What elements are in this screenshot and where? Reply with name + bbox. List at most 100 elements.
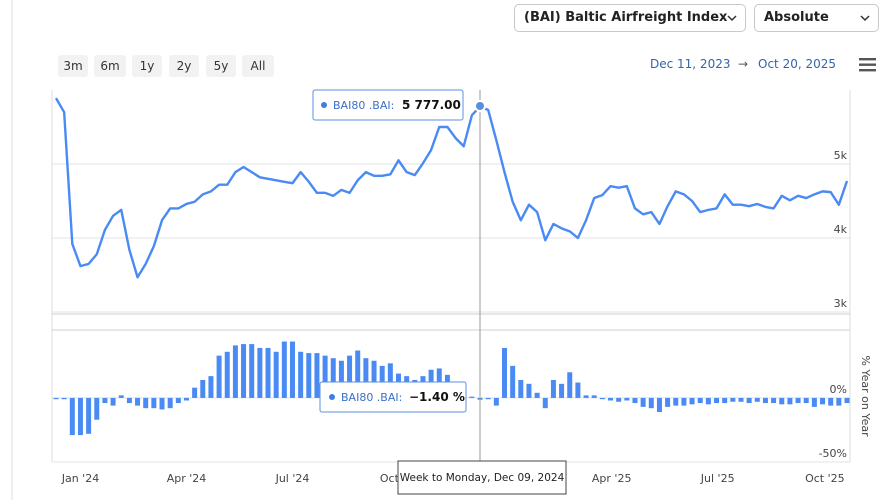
- bar: [844, 397, 850, 404]
- bar: [61, 397, 67, 400]
- bar: [754, 397, 760, 402]
- bar: [338, 360, 344, 398]
- bar: [762, 397, 768, 404]
- date-to[interactable]: Oct 20, 2025: [758, 57, 836, 71]
- bar: [811, 397, 817, 407]
- tooltip-box: [319, 381, 467, 413]
- y-tick-label: 0%: [830, 383, 847, 396]
- bar: [502, 347, 508, 398]
- bar: [77, 397, 83, 436]
- x-tick-label: Jul '25: [700, 472, 735, 485]
- bar: [779, 397, 785, 405]
- bar: [787, 397, 793, 405]
- y-tick-label: 3k: [834, 297, 848, 310]
- bar: [722, 397, 728, 404]
- hover-overlay: BAI80 .BAI: 5 777.00 BAI80 .BAI: −1.40 %…: [312, 89, 567, 495]
- bar: [241, 344, 247, 398]
- bar: [550, 379, 556, 398]
- x-tick-label: Jan '24: [61, 472, 99, 485]
- bar: [665, 397, 671, 407]
- index-select-label: (BAI) Baltic Airfreight Index: [524, 10, 728, 25]
- bar: [681, 397, 687, 406]
- bar: [803, 397, 809, 404]
- bar: [151, 397, 157, 409]
- bar: [192, 387, 198, 398]
- x-tick-label: Oct '25: [805, 472, 845, 485]
- bar: [94, 397, 100, 420]
- x-tick-label: Apr '25: [592, 472, 632, 485]
- range-button[interactable]: 6m: [94, 55, 126, 77]
- range-button[interactable]: 2y: [169, 55, 199, 77]
- x-tick-label: Apr '24: [167, 472, 207, 485]
- bar: [632, 397, 638, 404]
- x-tick-label: Jul '24: [275, 472, 310, 485]
- range-button[interactable]: 3m: [58, 55, 88, 77]
- range-button[interactable]: 1y: [132, 55, 162, 77]
- y-tick-label: 4k: [834, 223, 848, 236]
- bar: [53, 397, 59, 400]
- range-button[interactable]: 5y: [206, 55, 236, 77]
- bar: [289, 341, 295, 398]
- bar: [306, 353, 312, 398]
- chevron: [860, 15, 870, 22]
- bar: [656, 397, 662, 413]
- date-tooltip-box: [397, 460, 567, 495]
- date-from[interactable]: Dec 11, 2023: [650, 57, 731, 71]
- bar: [730, 397, 736, 402]
- bar: [559, 383, 565, 398]
- mode-select-label: Absolute: [764, 10, 829, 25]
- bar: [771, 397, 777, 404]
- bar: [363, 358, 369, 398]
- bar: [599, 397, 605, 400]
- bar: [567, 372, 573, 398]
- bar: [273, 351, 279, 398]
- bar: [689, 397, 695, 405]
- bar: [216, 355, 222, 398]
- bar: [200, 379, 206, 398]
- mode-select[interactable]: Absolute: [754, 4, 879, 32]
- bar: [640, 397, 646, 407]
- bar: [249, 344, 255, 398]
- y-tick-label: -50%: [819, 447, 847, 460]
- bar: [616, 397, 622, 402]
- chevron: [727, 15, 737, 22]
- date-arrow: →: [738, 57, 749, 71]
- bar: [224, 351, 230, 398]
- bar: [175, 397, 181, 404]
- bar: [102, 397, 108, 404]
- bar: [485, 397, 491, 400]
- bar: [575, 382, 581, 398]
- bar: [143, 397, 149, 409]
- bar: [232, 345, 238, 398]
- bar: [738, 397, 744, 402]
- bar: [673, 397, 679, 406]
- bar: [281, 341, 287, 398]
- bar: [526, 383, 532, 398]
- tooltip-dot: [321, 102, 327, 108]
- bar: [167, 397, 173, 409]
- bar: [697, 397, 703, 404]
- bar: [322, 355, 328, 398]
- bar: [159, 397, 165, 410]
- bar: [493, 397, 499, 406]
- bar: [542, 397, 548, 409]
- bar: [387, 363, 393, 398]
- bar: [86, 397, 92, 434]
- bar: [110, 397, 116, 406]
- bar: [69, 397, 75, 436]
- bar: [534, 392, 540, 398]
- bar: [347, 355, 353, 398]
- bar: [257, 347, 263, 398]
- y-axis-label: % Year on Year: [859, 355, 872, 437]
- bar: [330, 358, 336, 398]
- bar: [828, 397, 834, 406]
- range-button[interactable]: All: [242, 55, 274, 77]
- bar: [126, 397, 132, 404]
- menu-icon[interactable]: [859, 57, 877, 73]
- index-select[interactable]: (BAI) Baltic Airfreight Index: [514, 4, 746, 32]
- bar: [518, 379, 524, 398]
- bar: [298, 351, 304, 398]
